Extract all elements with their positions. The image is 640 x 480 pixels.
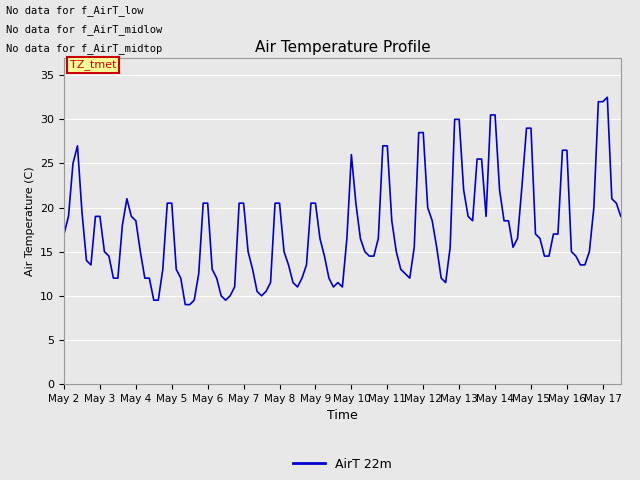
Text: TZ_tmet: TZ_tmet	[70, 60, 116, 70]
Title: Air Temperature Profile: Air Temperature Profile	[255, 40, 430, 55]
Y-axis label: Air Temperature (C): Air Temperature (C)	[24, 166, 35, 276]
Legend: AirT 22m: AirT 22m	[289, 453, 396, 476]
X-axis label: Time: Time	[327, 409, 358, 422]
Text: No data for f_AirT_midtop: No data for f_AirT_midtop	[6, 43, 163, 54]
Text: No data for f_AirT_low: No data for f_AirT_low	[6, 5, 144, 16]
Text: No data for f_AirT_midlow: No data for f_AirT_midlow	[6, 24, 163, 35]
